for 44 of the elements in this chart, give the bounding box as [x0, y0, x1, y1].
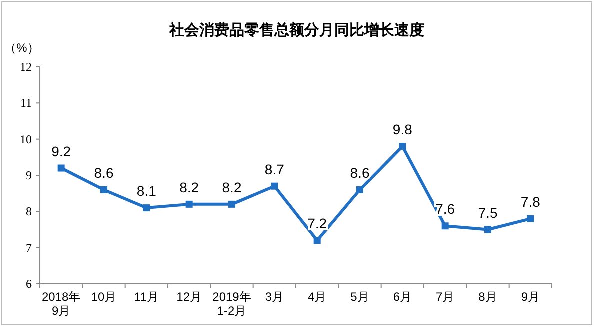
point — [186, 200, 193, 208]
x-tick-label: 6月 — [393, 290, 412, 304]
data-label: 9.8 — [392, 122, 413, 138]
x-tick-label: 5月 — [350, 290, 370, 304]
point — [442, 222, 449, 230]
y-tick-label: 7 — [26, 240, 32, 255]
y-tick-label: 6 — [26, 277, 32, 291]
point — [228, 200, 236, 208]
x-tick-label: 9月 — [521, 290, 540, 304]
point — [271, 182, 278, 190]
data-label: 8.7 — [264, 161, 285, 178]
y-tick-label: 11 — [20, 96, 32, 110]
x-tick-label: 8月 — [478, 290, 498, 304]
point — [100, 186, 108, 194]
y-tick-label: 10 — [20, 132, 32, 146]
point — [527, 215, 534, 222]
data-label: 7.5 — [478, 204, 498, 221]
chart-title: 社会消费品零售总额分月同比增长速度 — [168, 21, 424, 39]
data-label: 7.8 — [520, 194, 541, 210]
x-tick-label: 12月 — [176, 290, 202, 304]
x-tick-label: 2018年 9月 — [42, 290, 81, 318]
x-tick-label: 11月 — [134, 290, 159, 304]
y-axis-title: （%） — [4, 41, 40, 55]
x-tick-label: 7月 — [436, 290, 455, 304]
y-tick-label: 9 — [26, 168, 32, 182]
x-tick-label: 4月 — [308, 290, 327, 304]
x-tick-label: 10月 — [91, 290, 117, 304]
y-tick-label: 8 — [26, 204, 32, 219]
data-label: 8.2 — [180, 179, 200, 196]
data-label: 7.2 — [308, 216, 328, 232]
x-tick-label: 3月 — [265, 290, 284, 304]
data-label: 8.6 — [94, 164, 114, 181]
point — [314, 237, 321, 244]
x-tick-label: 2019年 1-2月 — [212, 290, 252, 318]
point — [484, 226, 492, 234]
data-label: 8.1 — [136, 183, 157, 200]
y-tick-label: 12 — [20, 60, 32, 74]
point — [399, 143, 406, 150]
data-label: 8.6 — [350, 164, 370, 181]
point — [58, 164, 65, 172]
data-label: 8.2 — [222, 179, 242, 196]
point — [356, 186, 364, 194]
point — [143, 204, 150, 212]
data-label: 9.2 — [52, 143, 72, 160]
